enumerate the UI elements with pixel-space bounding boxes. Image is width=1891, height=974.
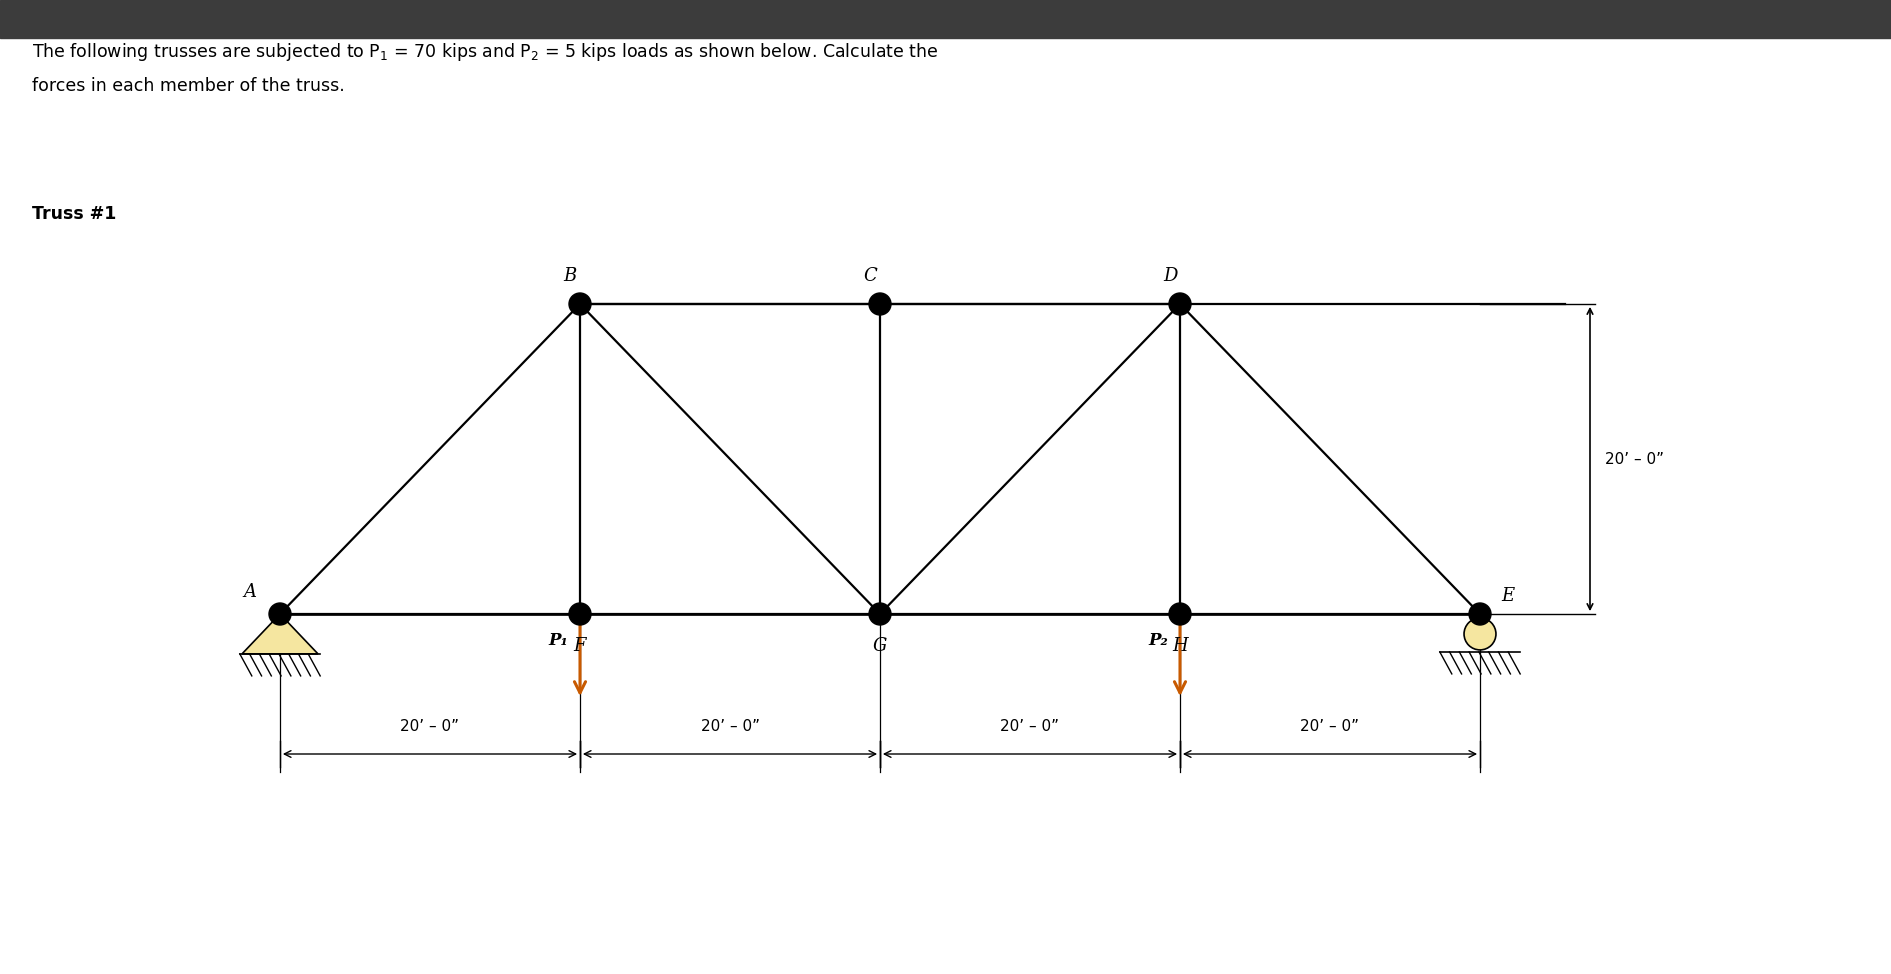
Text: B: B [564,267,577,285]
Text: F: F [573,637,586,655]
Text: G: G [874,637,887,655]
Text: P₁: P₁ [548,632,567,649]
Circle shape [269,603,291,625]
Text: P₂: P₂ [1148,632,1169,649]
Circle shape [870,293,891,315]
Text: D: D [1163,267,1178,285]
Circle shape [1169,293,1191,315]
Polygon shape [242,614,318,654]
Circle shape [1169,603,1191,625]
Text: The following trusses are subjected to P$_1$ = 70 kips and P$_2$ = 5 kips loads : The following trusses are subjected to P… [32,41,938,63]
Circle shape [569,293,592,315]
Text: H: H [1172,637,1188,655]
Text: Truss #1: Truss #1 [32,205,117,223]
Text: C: C [862,267,877,285]
Text: A: A [244,583,257,601]
Circle shape [1464,618,1496,650]
Text: 20’ – 0”: 20’ – 0” [1000,719,1059,734]
Text: 20’ – 0”: 20’ – 0” [1301,719,1360,734]
Circle shape [1469,603,1490,625]
Text: 20’ – 0”: 20’ – 0” [700,719,760,734]
Text: forces in each member of the truss.: forces in each member of the truss. [32,77,344,95]
Text: 20’ – 0”: 20’ – 0” [401,719,460,734]
Bar [0,0,1891,38]
Circle shape [569,603,592,625]
Text: 20’ – 0”: 20’ – 0” [1605,452,1664,467]
Circle shape [870,603,891,625]
Text: E: E [1501,587,1515,605]
